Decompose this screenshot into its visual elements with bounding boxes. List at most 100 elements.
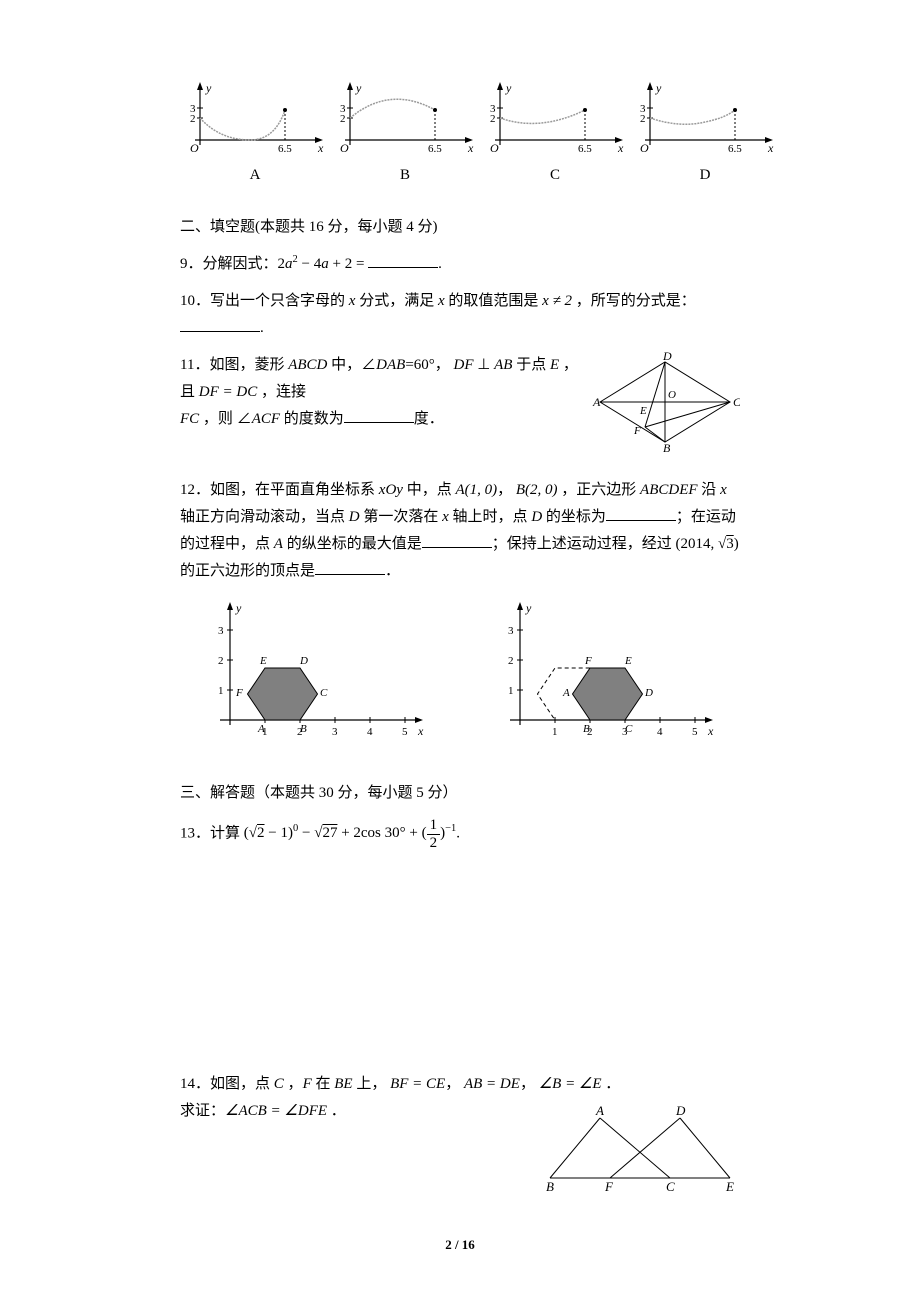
svg-text:6.5: 6.5 — [728, 143, 742, 155]
q14-be: BE — [334, 1076, 352, 1092]
svg-text:1: 1 — [552, 726, 558, 738]
x-axis-label: x — [317, 141, 324, 155]
q12-x2: x — [442, 509, 449, 525]
q10-a: 写出一个只含字母的 — [210, 293, 349, 309]
y-axis-label: y — [205, 81, 212, 95]
q11-abcd: ABCD — [288, 357, 327, 373]
q12-apt: A(1, 0) — [455, 482, 497, 498]
q11-num: 11． — [180, 357, 209, 373]
svg-text:A: A — [592, 395, 601, 409]
q12-d: 沿 — [698, 482, 721, 498]
q11-fc: FC — [180, 411, 199, 427]
svg-text:5: 5 — [692, 726, 698, 738]
q14-p2: ． — [327, 1103, 346, 1119]
svg-text:y: y — [505, 81, 512, 95]
q12-blank2 — [422, 532, 492, 548]
q9-num: 9． — [180, 256, 203, 272]
q14-c3: ， — [520, 1076, 539, 1092]
svg-text:O: O — [640, 141, 649, 155]
q11-perp: ⊥ — [474, 357, 495, 373]
q12-blank1 — [606, 505, 676, 521]
q12-l: 的正六边形的顶点是 — [180, 563, 315, 579]
svg-text:C: C — [666, 1179, 675, 1193]
svg-text:B: B — [663, 441, 671, 452]
q13-num: 13． — [180, 825, 210, 841]
svg-text:x: x — [417, 724, 424, 738]
q12-bpt: B(2, 0) — [516, 482, 558, 498]
q12-a: 如图，在平面直角坐标系 — [210, 482, 379, 498]
graph-a: 3 2 6.5 y x O A — [180, 80, 330, 189]
svg-text:D: D — [675, 1103, 686, 1118]
answer-graphs-row: 3 2 6.5 y x O A 3 2 — [180, 80, 740, 189]
svg-text:E: E — [624, 655, 632, 667]
q14-f: F — [303, 1076, 312, 1092]
question-14: 14．如图，点 C ，F 在 BE 上， BF = CE， AB = DE， ∠… — [180, 1071, 740, 1193]
page-number: 2 / 16 — [180, 1233, 740, 1256]
q14-eq3: ∠B = ∠E — [539, 1076, 602, 1092]
svg-text:C: C — [625, 723, 633, 735]
q11-blank — [344, 407, 414, 423]
q14-eq2: AB = DE — [464, 1076, 520, 1092]
q12-j: 的纵坐标的最大值是 — [283, 536, 422, 552]
q10-cond: x ≠ 2 — [542, 293, 572, 309]
svg-text:F: F — [235, 687, 243, 699]
graph-b: 3 2 6.5 y x O B — [330, 80, 480, 189]
q12-b: 中，点 — [403, 482, 456, 498]
question-10: 10．写出一个只含字母的 x 分式，满足 x 的取值范围是 x ≠ 2 ，所写的… — [180, 288, 740, 342]
svg-text:E: E — [725, 1179, 734, 1193]
q14-comma: ， — [284, 1076, 303, 1092]
graph-label-a: A — [180, 162, 330, 189]
svg-text:D: D — [299, 655, 308, 667]
graph-c: 3 2 6.5 y x O C — [480, 80, 630, 189]
svg-text:E: E — [259, 655, 267, 667]
q12-x1: x — [720, 482, 727, 498]
q11-g: ，则 ∠ — [199, 411, 252, 427]
q11-c: =60°， — [405, 357, 453, 373]
question-9: 9．分解因式：2a2 − 4a + 2 = . — [180, 251, 740, 278]
graph-label-b: B — [330, 162, 480, 189]
svg-text:6.5: 6.5 — [578, 143, 592, 155]
q12-xoy: xOy — [379, 482, 403, 498]
q11-rhombus-figure: A C D B O E F — [590, 352, 740, 452]
q12-pd2: D — [531, 509, 542, 525]
svg-text:5: 5 — [402, 726, 408, 738]
svg-text:B: B — [300, 723, 307, 735]
svg-text:4: 4 — [657, 726, 663, 738]
question-11: A C D B O E F 11．如图，菱形 ABCD 中，∠DAB=60°， … — [180, 352, 740, 452]
q10-d: ，所写的分式是： — [572, 293, 696, 309]
q9-var1: a — [285, 256, 293, 272]
svg-text:F: F — [633, 425, 641, 437]
q12-period: ． — [385, 563, 400, 579]
svg-text:O: O — [668, 389, 676, 401]
graph-d: 3 2 6.5 y x O D — [630, 80, 780, 189]
q11-unit: 度． — [414, 411, 444, 427]
q14-num: 14． — [180, 1076, 210, 1092]
question-12: 12．如图，在平面直角坐标系 xOy 中，点 A(1, 0)， B(2, 0) … — [180, 477, 740, 585]
q11-h: 的度数为 — [280, 411, 344, 427]
q12-pd: D — [349, 509, 360, 525]
q11-df: DF — [454, 357, 474, 373]
q10-c: 的取值范围是 — [445, 293, 543, 309]
svg-text:O: O — [340, 141, 349, 155]
q14-triangle-figure: A D B F C E — [540, 1103, 740, 1193]
q14-c2: ， — [445, 1076, 464, 1092]
svg-text:B: B — [546, 1179, 554, 1193]
q12-k: ；保持上述运动过程，经过 — [492, 536, 676, 552]
q10-b: 分式，满足 — [355, 293, 438, 309]
origin-label: O — [190, 141, 199, 155]
graph-label-d: D — [630, 162, 780, 189]
q14-eq1: BF = CE — [390, 1076, 445, 1092]
section-2-header: 二、填空题(本题共 16 分，每小题 4 分) — [180, 214, 740, 241]
svg-text:2: 2 — [218, 655, 224, 667]
q11-dab: DAB — [376, 357, 405, 373]
q14-d: 求证： — [180, 1103, 225, 1119]
ytick-2: 2 — [190, 113, 196, 125]
q9-period: . — [438, 256, 442, 272]
svg-text:F: F — [584, 655, 592, 667]
hexagon-graphs-row: 1 2 3 1 2 3 4 5 y x A B C D E F 1 2 — [180, 600, 740, 750]
q10-blank — [180, 316, 260, 332]
q12-pa: A — [274, 536, 283, 552]
svg-text:6.5: 6.5 — [428, 143, 442, 155]
q14-a: 如图，点 — [210, 1076, 274, 1092]
q12-point: (2014, √3) — [675, 536, 738, 552]
